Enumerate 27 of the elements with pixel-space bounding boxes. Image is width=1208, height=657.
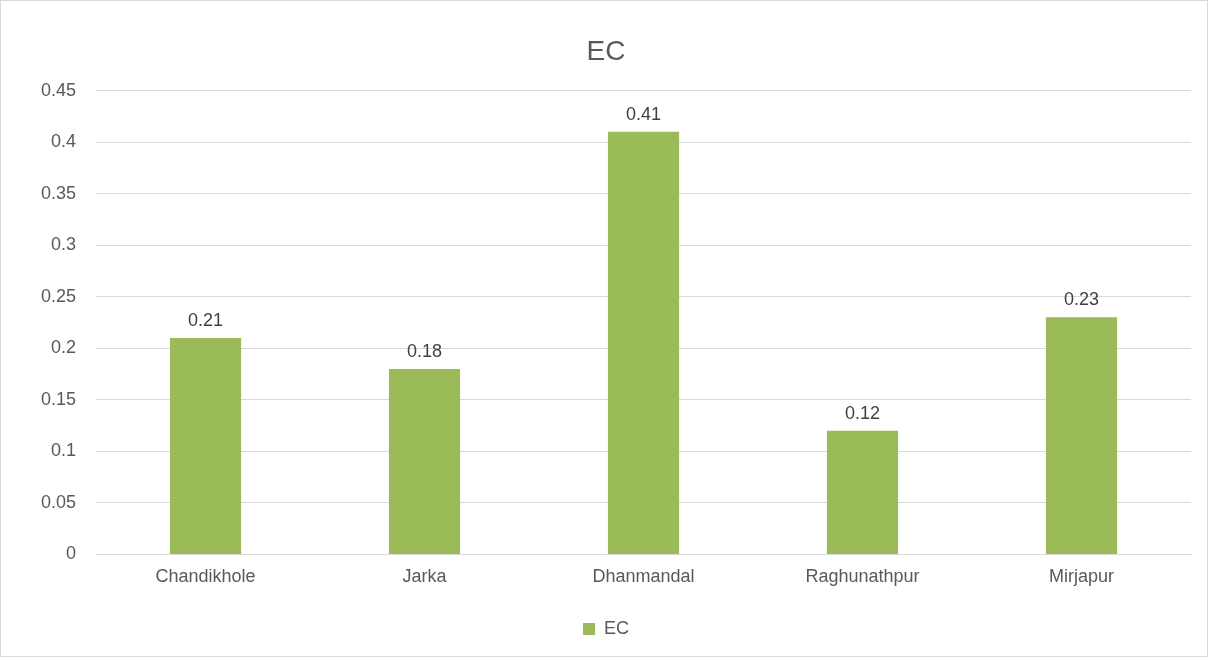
- data-label: 0.41: [625, 103, 662, 124]
- data-label: 0.12: [844, 402, 881, 423]
- bar: [388, 368, 461, 554]
- y-tick-label: 0.35: [40, 182, 77, 203]
- data-label: 0.18: [407, 340, 443, 361]
- x-tick-label: Mirjapur: [1049, 566, 1115, 587]
- y-tick-label: 0.05: [40, 491, 77, 512]
- y-tick-label: 0: [66, 543, 77, 564]
- y-tick-label: 0.3: [51, 234, 77, 255]
- y-tick-label: 0.1: [51, 440, 77, 461]
- x-tick-label: Chandikhole: [155, 566, 256, 587]
- x-tick-label: Raghunathpur: [805, 566, 920, 587]
- legend-label: EC: [604, 617, 630, 638]
- bar: [1045, 317, 1118, 554]
- y-tick-label: 0.2: [51, 337, 77, 358]
- chart-title: EC: [586, 34, 626, 66]
- y-tick-label: 0.4: [51, 131, 77, 152]
- data-label: 0.23: [1063, 289, 1100, 310]
- y-tick-label: 0.25: [40, 285, 77, 306]
- bar: [826, 430, 899, 554]
- bar: [169, 337, 242, 554]
- bar: [607, 131, 680, 554]
- x-tick-label: Dhanmandal: [592, 566, 695, 587]
- y-tick-label: 0.45: [40, 79, 77, 100]
- y-tick-label: 0.15: [40, 388, 77, 409]
- x-tick-label: Jarka: [402, 566, 448, 587]
- data-label: 0.21: [188, 309, 224, 330]
